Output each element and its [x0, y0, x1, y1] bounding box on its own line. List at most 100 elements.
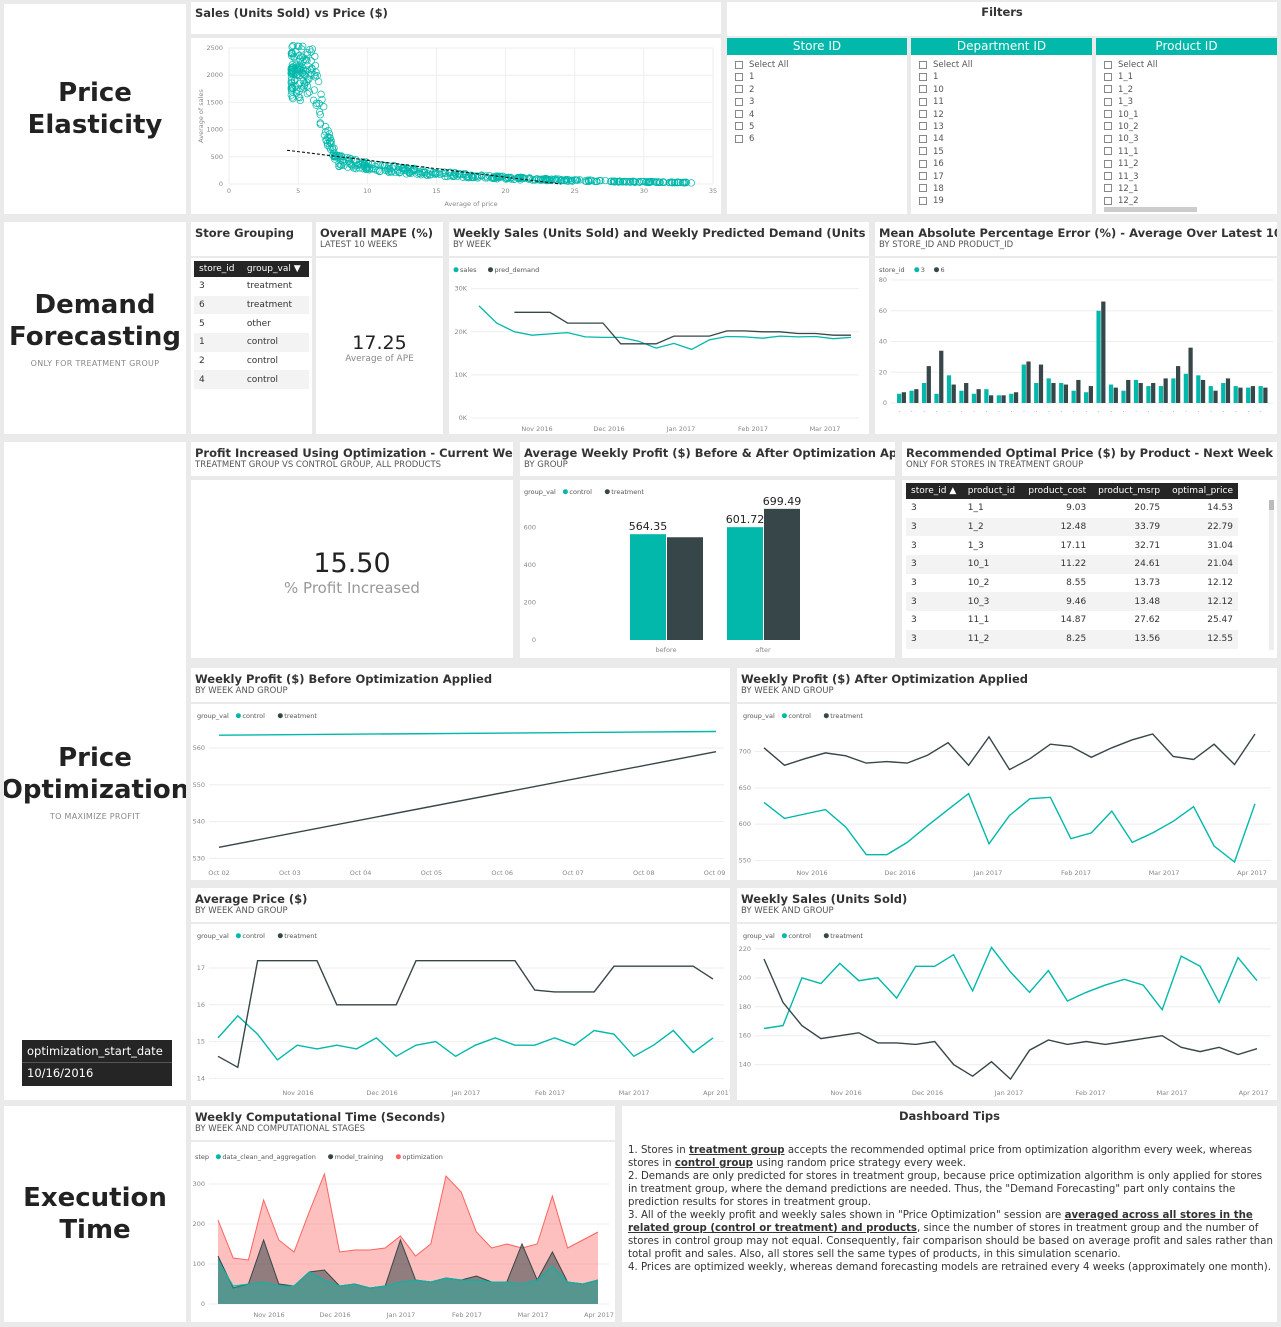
rec-price-table[interactable]: store_id ▲ product_id product_cost product_… [906, 483, 1238, 649]
table-row[interactable]: 3 treatment [194, 277, 309, 296]
checkbox-icon[interactable] [1104, 147, 1112, 156]
slicer-option[interactable]: 6 [727, 133, 907, 145]
store-id-slicer[interactable]: Store ID Select All 1 2 3 4 5 6 [727, 38, 907, 214]
slicer-option[interactable]: 3 [727, 96, 907, 108]
slicer-option[interactable]: 1_1 [1096, 71, 1277, 83]
checkbox-icon[interactable] [919, 134, 927, 143]
avg-price-chart[interactable]: group_val control treatment 14 15 16 17 Nov 201… [191, 924, 730, 1100]
scatter-chart[interactable]: 0 500 1000 1500 2000 2500 0 5 10 15 20 25 30 35 Averag… [191, 38, 721, 214]
checkbox-icon[interactable] [919, 72, 927, 81]
slicer-option[interactable]: 19 [911, 195, 1092, 207]
table-row[interactable]: 3 10_2 8.55 13.73 12.12 [906, 574, 1238, 593]
checkbox-icon[interactable] [919, 97, 927, 106]
profit-after-panel[interactable]: group_val control treatment 550 600 650 700 Nov… [737, 704, 1277, 880]
store-grouping-table[interactable]: store_id group_val ▼ 3 treatment 6 treatmen… [194, 261, 309, 390]
table-row[interactable]: 1 control [194, 333, 309, 352]
slicer-option[interactable]: Select All [911, 59, 1092, 71]
slicer-option[interactable]: 2 [727, 84, 907, 96]
slicer-option[interactable]: 5 [727, 121, 907, 133]
table-row[interactable]: 3 11_1 14.87 27.62 25.47 [906, 611, 1238, 630]
weekly-sales-chart[interactable]: group_val control treatment 140 160 180 200 220… [737, 924, 1277, 1100]
column-header-store-id[interactable]: store_id ▲ [906, 483, 963, 499]
column-header-group-val[interactable]: group_val ▼ [241, 261, 309, 277]
checkbox-icon[interactable] [1104, 97, 1112, 106]
column-header-product-msrp[interactable]: product_msrp [1091, 483, 1166, 499]
table-row[interactable]: 3 1_2 12.48 33.79 22.79 [906, 517, 1238, 537]
slicer-option[interactable]: 10_3 [1096, 133, 1277, 145]
comp-time-panel[interactable]: step data_clean_and_aggregation model_trai… [191, 1142, 615, 1322]
checkbox-icon[interactable] [735, 134, 743, 143]
product-id-slicer[interactable]: Product ID Select All 1_1 1_2 1_3 10_1 10_2 10… [1096, 38, 1277, 214]
profit-before-panel[interactable]: group_val control treatment 530 540 550 560 Oct… [191, 704, 730, 880]
checkbox-icon[interactable] [735, 72, 743, 81]
slicer-option[interactable]: 1 [911, 71, 1092, 83]
slicer-option[interactable]: 11_1 [1096, 146, 1277, 158]
slicer-option[interactable]: 12_2 [1096, 195, 1277, 207]
mape-bar-panel[interactable]: store_id 3 6 0 20 40 60 80 · · · · · · · · · · · · · · · · · · · · ·… [875, 258, 1277, 434]
slicer-option[interactable]: 13 [911, 121, 1092, 133]
checkbox-icon[interactable] [735, 60, 743, 69]
table-row[interactable]: 6 treatment [194, 295, 309, 315]
slicer-option[interactable]: 12_1 [1096, 183, 1277, 195]
slicer-option[interactable]: 17 [911, 171, 1092, 183]
checkbox-icon[interactable] [735, 85, 743, 94]
checkbox-icon[interactable] [1104, 196, 1112, 205]
checkbox-icon[interactable] [1104, 159, 1112, 168]
checkbox-icon[interactable] [919, 147, 927, 156]
slicer-option[interactable]: 4 [727, 109, 907, 121]
slicer-option[interactable]: 10_1 [1096, 109, 1277, 121]
checkbox-icon[interactable] [919, 122, 927, 131]
checkbox-icon[interactable] [735, 122, 743, 131]
slicer-scrollbar[interactable] [1104, 207, 1197, 212]
checkbox-icon[interactable] [1104, 85, 1112, 94]
slicer-option[interactable]: Select All [727, 59, 907, 71]
comp-time-area-chart[interactable]: step data_clean_and_aggregation model_trai… [191, 1142, 615, 1322]
weekly-sales-panel[interactable]: group_val control treatment 140 160 180 200 220… [737, 924, 1277, 1100]
checkbox-icon[interactable] [919, 110, 927, 119]
slicer-option[interactable]: 11_2 [1096, 158, 1277, 170]
table-row[interactable]: 3 1_3 17.11 32.71 31.04 [906, 536, 1238, 555]
table-row[interactable]: 3 10_3 9.46 13.48 12.12 [906, 592, 1238, 612]
slicer-option[interactable]: Select All [1096, 59, 1277, 71]
table-row[interactable]: 4 control [194, 370, 309, 390]
slicer-option[interactable]: 16 [911, 158, 1092, 170]
slicer-option[interactable]: 14 [911, 133, 1092, 145]
avg-profit-panel[interactable]: group_val control treatment 0 200 400 600 befor… [520, 480, 895, 658]
avg-profit-bar-chart[interactable]: group_val control treatment 0 200 400 600 befor… [520, 480, 895, 658]
checkbox-icon[interactable] [919, 172, 927, 181]
slicer-option[interactable]: 15 [911, 146, 1092, 158]
checkbox-icon[interactable] [919, 184, 927, 193]
slicer-option[interactable]: 10_2 [1096, 121, 1277, 133]
rec-price-table-panel[interactable]: store_id ▲ product_id product_cost product_… [902, 480, 1277, 658]
profit-after-chart[interactable]: group_val control treatment 550 600 650 700 Nov… [737, 704, 1277, 880]
checkbox-icon[interactable] [1104, 134, 1112, 143]
slicer-option[interactable]: 11 [911, 96, 1092, 108]
slicer-option[interactable]: 11_3 [1096, 171, 1277, 183]
table-row[interactable]: 3 1_1 9.03 20.75 14.53 [906, 499, 1238, 518]
checkbox-icon[interactable] [919, 196, 927, 205]
slicer-option[interactable]: 10 [911, 84, 1092, 96]
slicer-option[interactable]: 1_3 [1096, 96, 1277, 108]
avg-price-panel[interactable]: group_val control treatment 14 15 16 17 Nov 201… [191, 924, 730, 1100]
checkbox-icon[interactable] [919, 60, 927, 69]
weekly-sales-pred-panel[interactable]: sales pred_demand 0K 10K 20K 30K Nov 2016 Dec 2… [449, 258, 869, 434]
checkbox-icon[interactable] [735, 97, 743, 106]
checkbox-icon[interactable] [1104, 122, 1112, 131]
slicer-option[interactable]: 12 [911, 109, 1092, 121]
profit-before-chart[interactable]: group_val control treatment 530 540 550 560 Oct… [191, 704, 730, 880]
checkbox-icon[interactable] [1104, 72, 1112, 81]
checkbox-icon[interactable] [919, 159, 927, 168]
checkbox-icon[interactable] [919, 85, 927, 94]
table-row[interactable]: 3 10_1 11.22 24.61 21.04 [906, 555, 1238, 574]
department-id-slicer[interactable]: Department ID Select All 1 10 11 12 13 14 15 16 1… [911, 38, 1092, 214]
column-header-product-id[interactable]: product_id [962, 483, 1022, 499]
column-header-optimal-price[interactable]: optimal_price [1165, 483, 1238, 499]
slicer-option[interactable]: 18 [911, 183, 1092, 195]
slicer-option[interactable]: 1 [727, 71, 907, 83]
scatter-chart-panel[interactable]: 0 500 1000 1500 2000 2500 0 5 10 15 20 25 30 35 Averag… [191, 38, 721, 214]
checkbox-icon[interactable] [1104, 110, 1112, 119]
checkbox-icon[interactable] [1104, 172, 1112, 181]
checkbox-icon[interactable] [1104, 60, 1112, 69]
checkbox-icon[interactable] [735, 110, 743, 119]
